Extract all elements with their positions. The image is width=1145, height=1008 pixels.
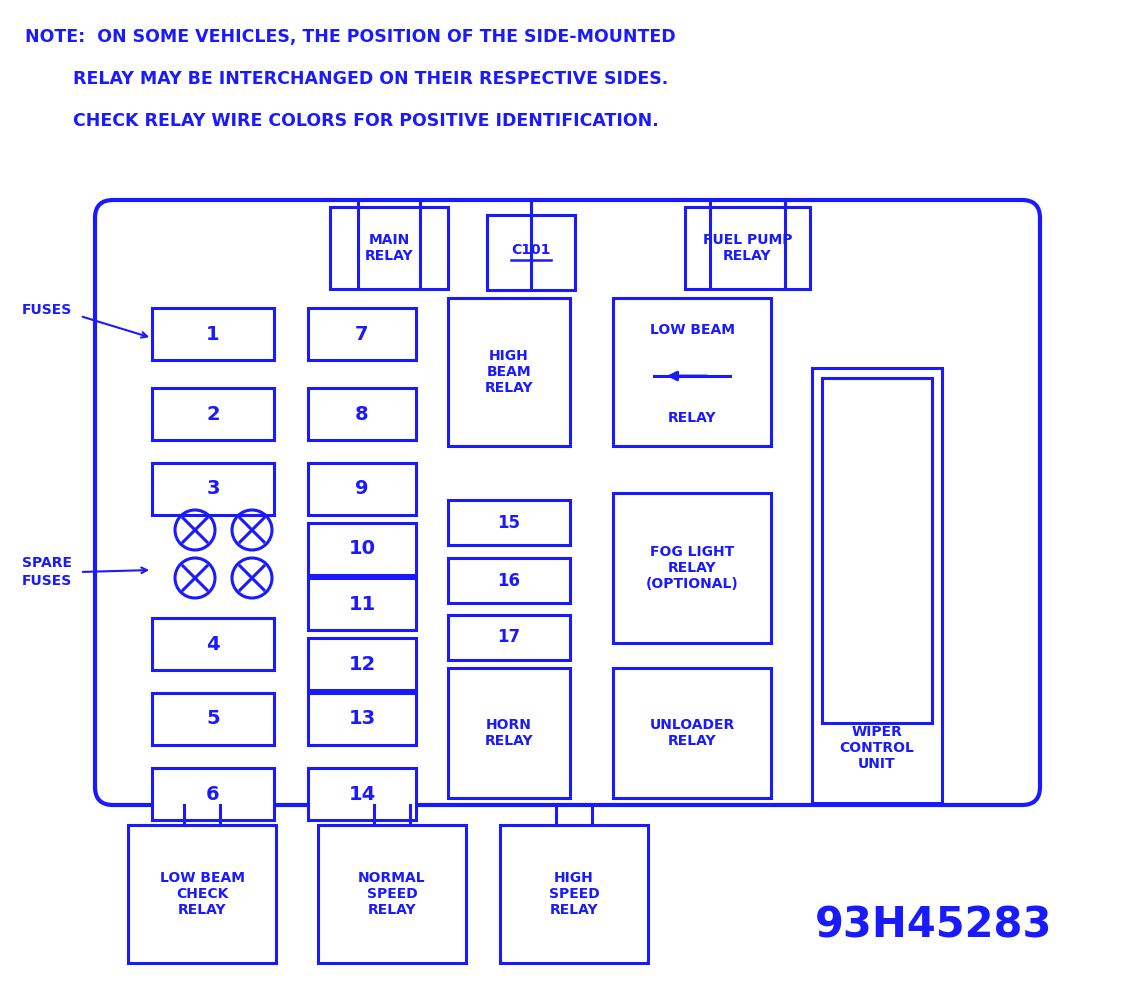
Text: HORN
RELAY: HORN RELAY [484, 718, 534, 748]
Text: 16: 16 [497, 572, 521, 590]
Bar [308, 768, 416, 820]
Text: 9: 9 [355, 480, 369, 499]
Text: SPARE
FUSES: SPARE FUSES [22, 556, 72, 588]
Bar [308, 578, 416, 630]
Bar [152, 388, 274, 440]
Bar [152, 463, 274, 515]
Text: UNLOADER
RELAY: UNLOADER RELAY [649, 718, 735, 748]
Text: 10: 10 [348, 539, 376, 558]
Text: FUSES: FUSES [22, 303, 72, 317]
Text: CHECK RELAY WIRE COLORS FOR POSITIVE IDENTIFICATION.: CHECK RELAY WIRE COLORS FOR POSITIVE IDE… [25, 112, 658, 130]
Text: 11: 11 [348, 595, 376, 614]
Bar [448, 558, 570, 603]
Bar [308, 694, 416, 745]
Bar [330, 207, 448, 289]
Bar [500, 825, 648, 963]
Text: 2: 2 [206, 404, 220, 423]
Bar [152, 618, 274, 670]
Text: NORMAL
SPEED
RELAY: NORMAL SPEED RELAY [358, 871, 426, 917]
Text: 93H45283: 93H45283 [815, 904, 1052, 946]
Bar [822, 378, 932, 723]
FancyBboxPatch shape [95, 200, 1040, 805]
Bar [685, 207, 810, 289]
Bar [448, 615, 570, 660]
Text: 3: 3 [206, 480, 220, 499]
Text: FUEL PUMP
RELAY: FUEL PUMP RELAY [703, 233, 792, 263]
Bar [448, 500, 570, 545]
Bar [812, 368, 942, 803]
Bar [128, 825, 276, 963]
Bar [152, 308, 274, 360]
Bar [152, 694, 274, 745]
Bar [448, 668, 570, 798]
Bar [308, 523, 416, 575]
Text: NOTE:  ON SOME VEHICLES, THE POSITION OF THE SIDE-MOUNTED: NOTE: ON SOME VEHICLES, THE POSITION OF … [25, 28, 676, 46]
Text: 5: 5 [206, 710, 220, 729]
Text: 17: 17 [497, 629, 521, 646]
Text: 6: 6 [206, 784, 220, 803]
Text: 15: 15 [497, 513, 521, 531]
Text: 13: 13 [348, 710, 376, 729]
Bar [318, 825, 466, 963]
Text: 7: 7 [355, 325, 369, 344]
Bar [308, 638, 416, 690]
Text: LOW BEAM: LOW BEAM [649, 323, 734, 337]
Text: RELAY MAY BE INTERCHANGED ON THEIR RESPECTIVE SIDES.: RELAY MAY BE INTERCHANGED ON THEIR RESPE… [25, 70, 669, 88]
Text: FOG LIGHT
RELAY
(OPTIONAL): FOG LIGHT RELAY (OPTIONAL) [646, 544, 739, 592]
Bar [448, 298, 570, 446]
Text: 14: 14 [348, 784, 376, 803]
Text: 1: 1 [206, 325, 220, 344]
Bar [308, 388, 416, 440]
Text: HIGH
BEAM
RELAY: HIGH BEAM RELAY [484, 349, 534, 395]
Text: WIPER
CONTROL
UNIT: WIPER CONTROL UNIT [839, 725, 915, 771]
Bar [613, 298, 771, 446]
Bar [487, 215, 575, 290]
Text: C101: C101 [512, 243, 551, 256]
Text: 8: 8 [355, 404, 369, 423]
Bar [308, 308, 416, 360]
Text: HIGH
SPEED
RELAY: HIGH SPEED RELAY [548, 871, 599, 917]
Bar [152, 768, 274, 820]
Text: RELAY: RELAY [668, 411, 717, 425]
Text: 12: 12 [348, 654, 376, 673]
Bar [308, 463, 416, 515]
Bar [613, 493, 771, 643]
Bar [613, 668, 771, 798]
Text: LOW BEAM
CHECK
RELAY: LOW BEAM CHECK RELAY [159, 871, 245, 917]
Text: MAIN
RELAY: MAIN RELAY [365, 233, 413, 263]
Text: 4: 4 [206, 634, 220, 653]
